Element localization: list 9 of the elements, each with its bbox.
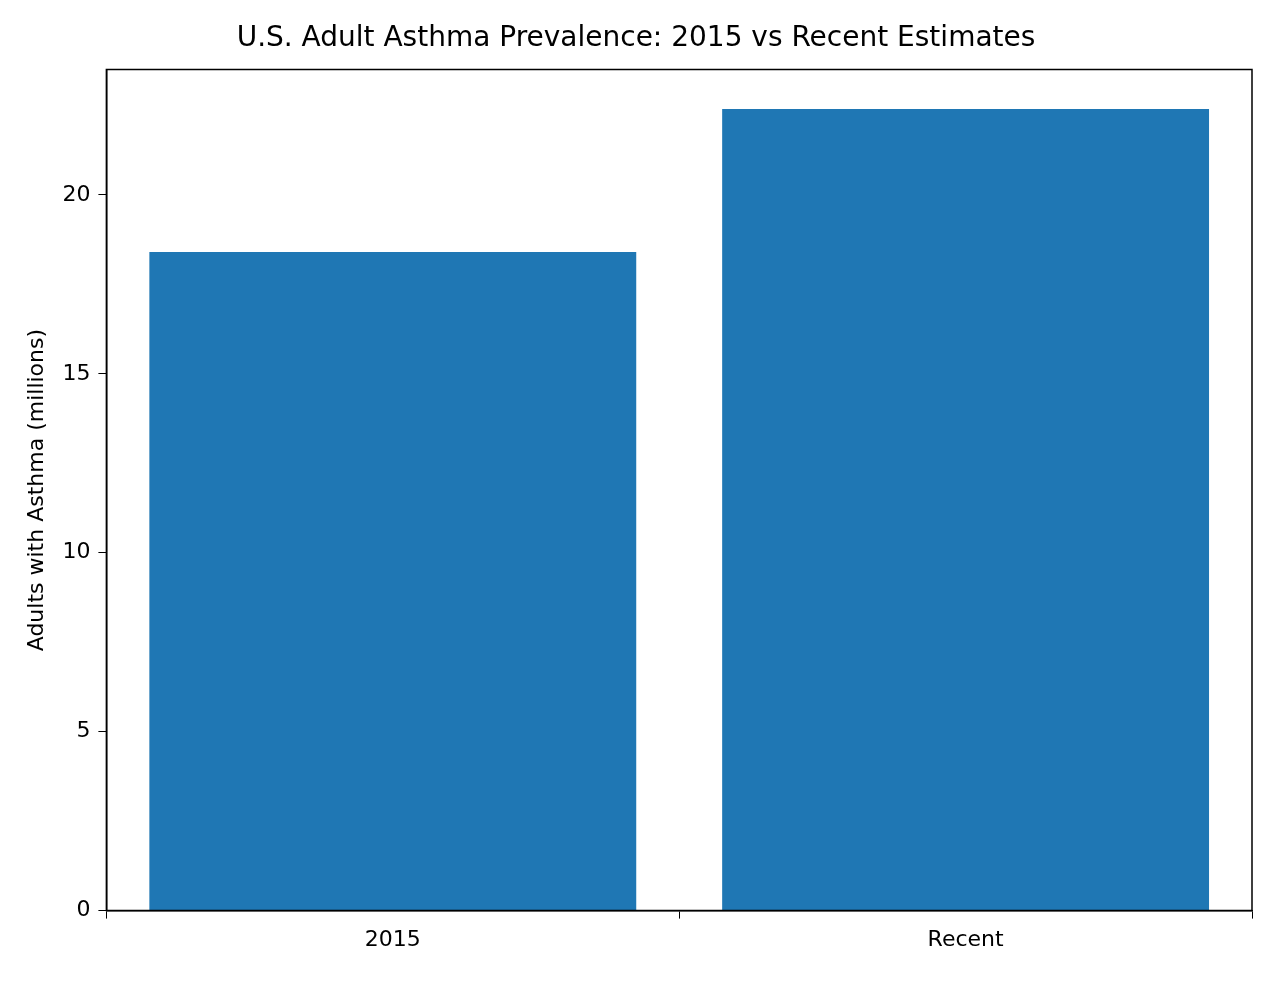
y-tick-label: 15 xyxy=(62,359,91,385)
x-tick-label: 2015 xyxy=(364,925,421,951)
y-tick-label: 10 xyxy=(62,538,91,564)
y-tick-label: 0 xyxy=(76,896,91,922)
y-axis-title: Adults with Asthma (millions) xyxy=(22,328,48,652)
chart-title: U.S. Adult Asthma Prevalence: 2015 vs Recent Estimates xyxy=(236,20,1036,54)
x-tick-label: Recent xyxy=(927,925,1004,951)
y-tick-label: 20 xyxy=(62,180,91,206)
y-tick-label: 5 xyxy=(76,717,91,743)
